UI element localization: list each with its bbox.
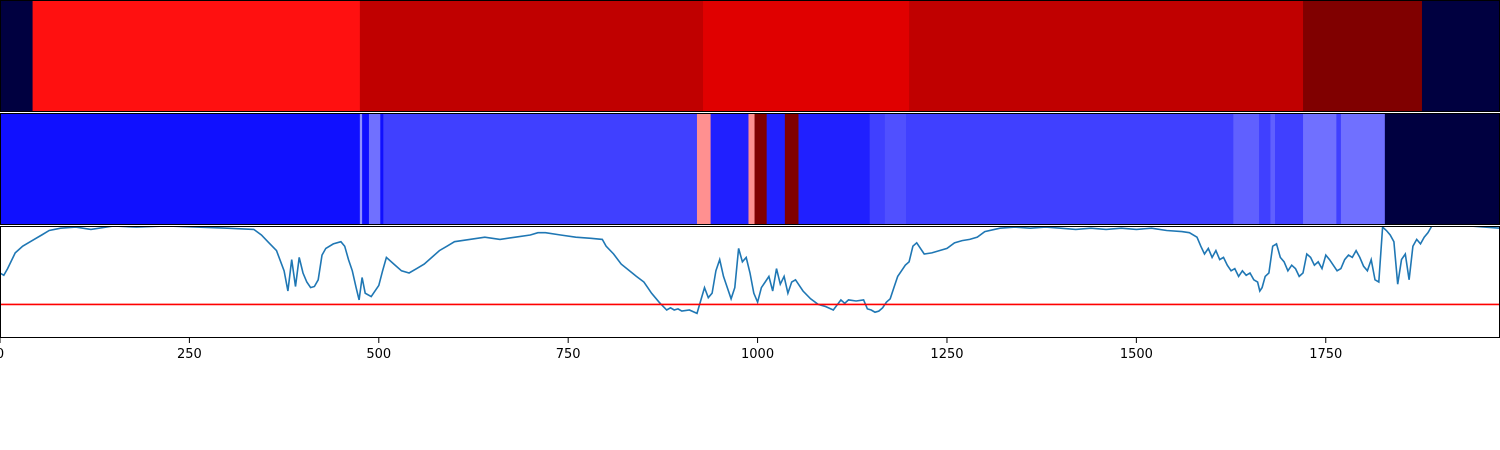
x-tick-label-2: 500 <box>366 347 391 362</box>
segment-1-5 <box>383 113 698 225</box>
segment-1-16 <box>1233 113 1260 225</box>
segment-1-6 <box>696 113 712 225</box>
segment-1-23 <box>1384 113 1500 225</box>
segment-0-5 <box>1303 0 1423 112</box>
top-segment-track <box>0 0 1500 112</box>
segment-0-3 <box>703 0 910 112</box>
segment-1-8 <box>748 113 756 225</box>
x-tick-label-5: 1250 <box>930 347 963 362</box>
segment-1-10 <box>766 113 786 225</box>
segment-1-11 <box>784 113 799 225</box>
x-tick-label-3: 750 <box>556 347 581 362</box>
segment-1-20 <box>1303 113 1337 225</box>
x-tick-label-6: 1500 <box>1120 347 1153 362</box>
segment-1-21 <box>1336 113 1342 225</box>
segment-0-6 <box>1421 0 1500 112</box>
segment-1-22 <box>1340 113 1386 225</box>
segment-1-0 <box>0 113 361 225</box>
segment-1-13 <box>869 113 886 225</box>
panel-frame-2 <box>0 226 1500 338</box>
segment-0-4 <box>909 0 1304 112</box>
segment-1-19 <box>1275 113 1304 225</box>
segment-1-9 <box>754 113 768 225</box>
x-tick-label-1: 250 <box>177 347 202 362</box>
segment-0-2 <box>359 0 704 112</box>
segment-1-18 <box>1270 113 1276 225</box>
segment-0-0 <box>0 0 34 112</box>
segment-1-4 <box>380 113 384 225</box>
segment-1-17 <box>1259 113 1271 225</box>
segment-1-12 <box>798 113 871 225</box>
middle-segment-track <box>0 113 1500 225</box>
x-tick-label-4: 1000 <box>741 347 774 362</box>
segment-0-1 <box>32 0 361 112</box>
segment-1-3 <box>368 113 381 225</box>
x-tick-label-7: 1750 <box>1309 347 1342 362</box>
x-tick-label-0: 0 <box>0 347 4 362</box>
line-plot-panel <box>0 226 1500 315</box>
segment-1-7 <box>710 113 749 225</box>
segment-1-15 <box>906 113 1234 225</box>
series-line <box>0 226 1500 315</box>
segment-1-1 <box>359 113 363 225</box>
segment-1-14 <box>884 113 907 225</box>
x-axis: 0 250 500 750 1000 1250 1500 1750 <box>0 338 1342 362</box>
segment-1-2 <box>362 113 370 225</box>
